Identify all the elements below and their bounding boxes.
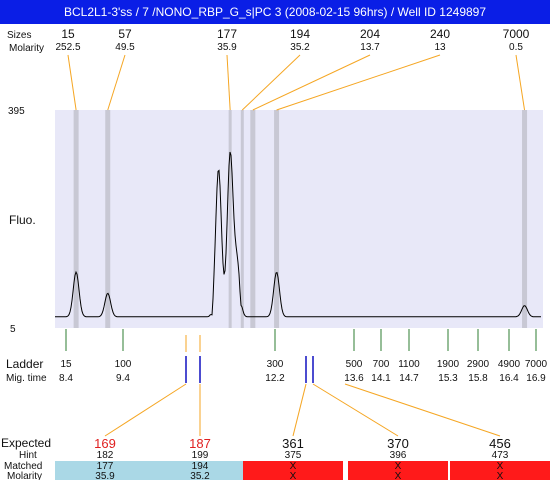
peak-band	[522, 110, 528, 328]
plot-background-layer	[55, 110, 543, 328]
matched-molarity: 35.9	[95, 471, 115, 480]
peak-molarity-label: 0.5	[509, 42, 523, 53]
ladder-time-label: 14.7	[399, 373, 419, 384]
match-cell	[150, 461, 250, 480]
matched-molarity: 35.2	[190, 471, 210, 480]
hint-label: Hint	[19, 450, 37, 461]
ladder-size-label: 500	[346, 359, 363, 370]
expected-label: Expected	[1, 436, 51, 450]
y-tick-label: 5	[10, 324, 16, 335]
hint-size: 396	[390, 450, 407, 461]
ladder-time-label: 13.6	[344, 373, 364, 384]
peak-size-label: 15	[61, 27, 75, 41]
matched-molarity: X	[497, 471, 504, 480]
peak-band	[250, 110, 256, 328]
peak-connector	[241, 54, 301, 111]
plot-area	[55, 110, 543, 328]
ladder-label: Ladder	[6, 357, 43, 371]
matched-label: Matched	[4, 461, 42, 472]
ladder-size-label: 1900	[437, 359, 460, 370]
peak-connector	[276, 54, 441, 111]
fluorescence-trace	[55, 151, 541, 318]
peak-band	[105, 110, 111, 328]
molarity-bottom-label: Molarity	[7, 471, 42, 480]
ladder-size-label: 15	[60, 359, 72, 370]
ladder-size-label: 4900	[498, 359, 521, 370]
peak-molarity-label: 35.2	[290, 42, 310, 53]
ladder-time-label: 9.4	[116, 373, 130, 384]
ladder-time-label: 14.1	[371, 373, 391, 384]
expected-size: 361	[282, 436, 304, 451]
peak-size-label: 177	[217, 27, 237, 41]
matched-size: X	[395, 461, 402, 472]
expected-size: 370	[387, 436, 409, 451]
peak-band	[228, 110, 232, 328]
expected-size: 456	[489, 436, 511, 451]
match-cell	[450, 461, 550, 480]
peak-size-label: 240	[430, 27, 450, 41]
match-cell	[55, 461, 155, 480]
ladder-size-label: 1100	[398, 359, 420, 370]
peak-size-label: 204	[360, 27, 380, 41]
expected-connector	[104, 383, 187, 437]
peak-molarity-label: 35.9	[217, 42, 237, 53]
peak-connector	[515, 54, 526, 111]
ladder-size-label: 7000	[525, 359, 548, 370]
peak-connector	[226, 54, 231, 111]
connector-layer	[65, 54, 537, 437]
ladder-time-label: 16.9	[526, 373, 546, 384]
sizes-label: Sizes	[7, 30, 31, 41]
ladder-size-label: 300	[267, 359, 284, 370]
peak-molarity-label: 252.5	[55, 42, 80, 53]
ladder-time-label: 15.8	[468, 373, 488, 384]
peak-connector	[67, 54, 77, 111]
expected-table-layer: 16918217735.918719919435.2361375XX370396…	[55, 436, 550, 480]
hint-size: 182	[97, 450, 114, 461]
ladder-time-label: 12.2	[265, 373, 285, 384]
molarity-label: Molarity	[9, 43, 44, 54]
hint-size: 375	[285, 450, 302, 461]
peak-connector	[252, 54, 371, 111]
title-bar: BCL2L1-3'ss / 7 /NONO_RBP_G_s|PC 3 (2008…	[0, 0, 550, 24]
ladder-time-label: 15.3	[438, 373, 458, 384]
label-layer: 395515252.55749.517735.919435.220413.724…	[8, 27, 548, 384]
matched-molarity: X	[290, 471, 297, 480]
peak-size-label: 57	[118, 27, 132, 41]
peak-size-label: 7000	[503, 27, 530, 41]
chart-title: BCL2L1-3'ss / 7 /NONO_RBP_G_s|PC 3 (2008…	[63, 5, 487, 19]
matched-size: 177	[97, 461, 114, 472]
peak-molarity-label: 49.5	[115, 42, 135, 53]
peak-band	[73, 110, 79, 328]
y-tick-label: 395	[8, 106, 25, 117]
peak-connector	[107, 54, 126, 111]
ladder-size-label: 700	[373, 359, 390, 370]
expected-size: 187	[189, 436, 211, 451]
peak-size-label: 194	[290, 27, 310, 41]
peak-band	[240, 110, 244, 328]
band-layer	[73, 110, 528, 328]
mig-time-label: Mig. time	[6, 373, 47, 384]
peak-molarity-label: 13	[434, 42, 446, 53]
peak-molarity-label: 13.7	[360, 42, 380, 53]
ladder-time-label: 16.4	[499, 373, 519, 384]
expected-connector	[292, 383, 307, 437]
peak-band	[274, 110, 280, 328]
hint-size: 473	[492, 450, 509, 461]
ladder-size-label: 100	[115, 359, 132, 370]
ladder-size-label: 2900	[467, 359, 490, 370]
ladder-time-label: 8.4	[59, 373, 73, 384]
match-cell	[348, 461, 448, 480]
match-cell	[243, 461, 343, 480]
expected-connector	[344, 383, 501, 437]
hint-size: 199	[192, 450, 209, 461]
matched-size: 194	[192, 461, 209, 472]
matched-molarity: X	[395, 471, 402, 480]
matched-size: X	[497, 461, 504, 472]
y-axis-label: Fluo.	[9, 213, 36, 227]
expected-connector	[312, 383, 399, 437]
trace-layer	[55, 151, 541, 318]
expected-size: 169	[94, 436, 116, 451]
matched-size: X	[290, 461, 297, 472]
